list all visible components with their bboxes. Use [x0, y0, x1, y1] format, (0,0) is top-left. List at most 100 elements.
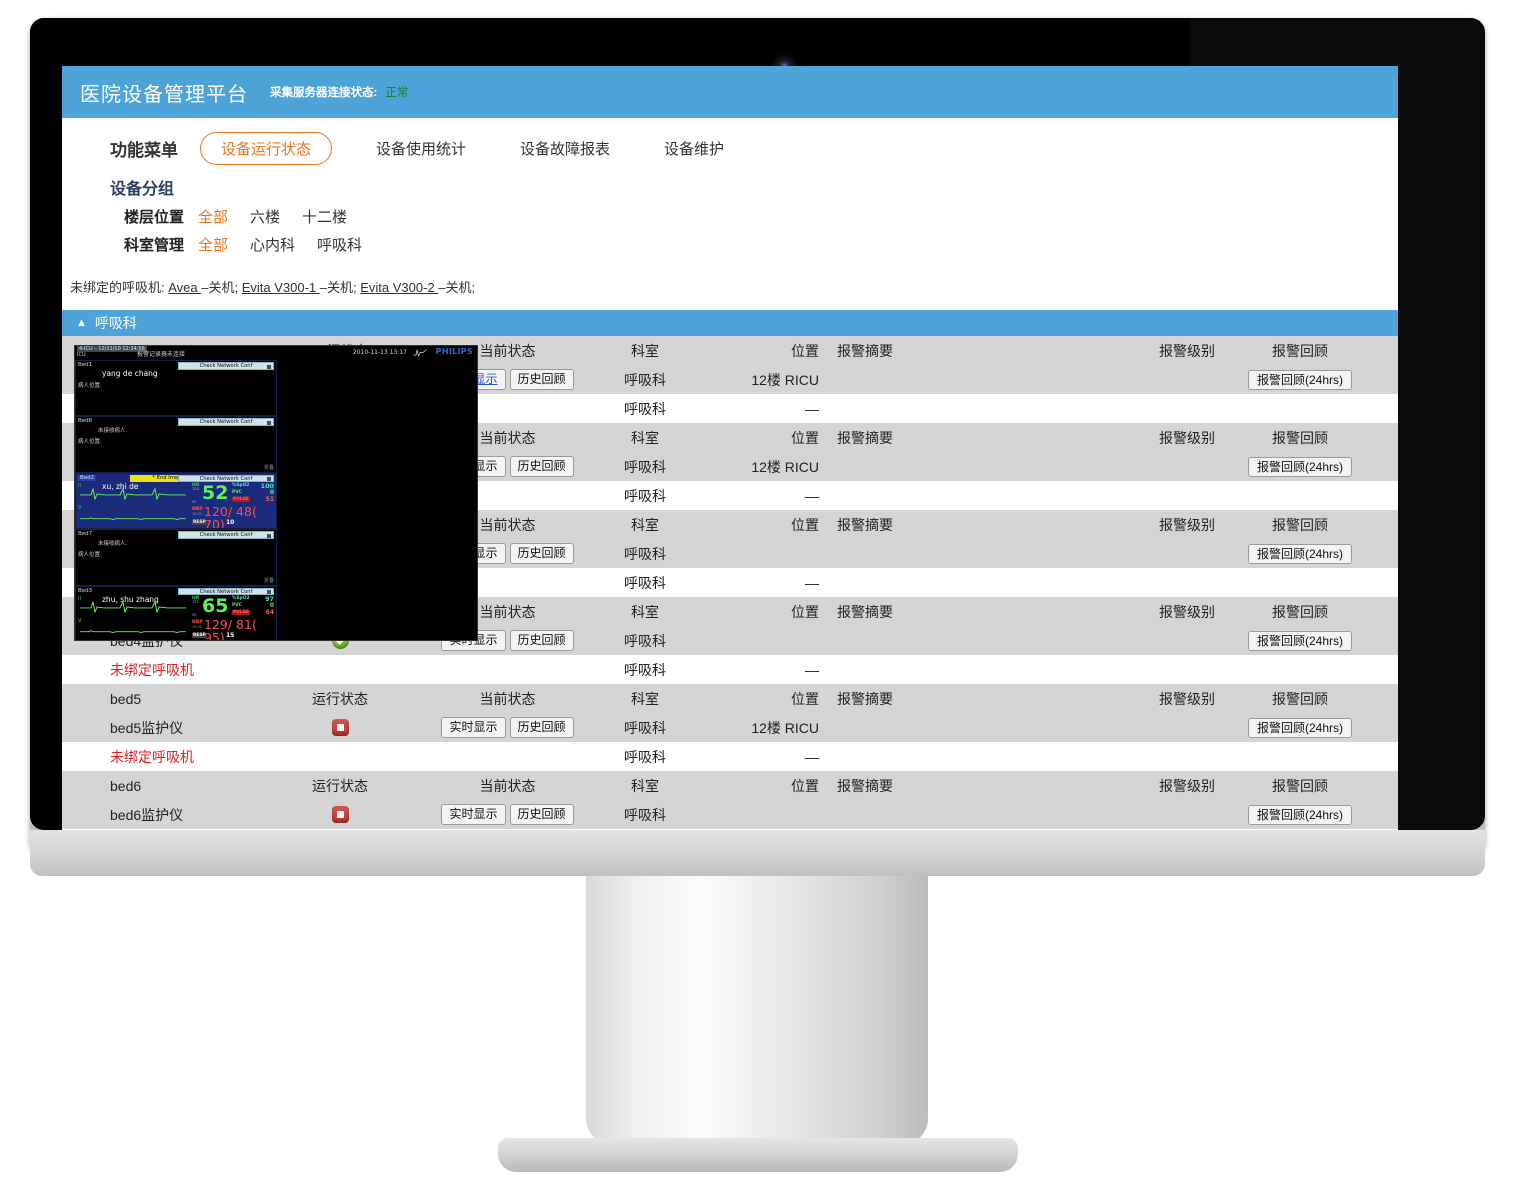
history-review-button[interactable]: 历史回顾	[509, 456, 574, 477]
ecg-waveform	[80, 629, 186, 633]
tab-device-run-state[interactable]: 设备运行状态	[200, 132, 333, 165]
nbp-timestamp: 13:00	[192, 624, 202, 629]
tab-device-maintenance[interactable]: 设备维护	[664, 141, 725, 158]
department-section-header[interactable]: ▲ 呼吸科	[62, 310, 1398, 336]
history-review-button[interactable]: 历史回顾	[509, 717, 574, 738]
nbp-value: 129/ 81( 95)	[204, 616, 257, 641]
device-current-state: 实时显示历史回顾	[425, 717, 590, 738]
alarm-review-24h-button[interactable]: 报警回顾(24hrs)	[1247, 805, 1352, 825]
realtime-display-button[interactable]: 实时显示	[441, 804, 506, 825]
spo2-value: 100	[260, 481, 274, 490]
unbound-state-avea: –关机;	[201, 280, 239, 295]
bed-tile[interactable]: Bed1 Check Network Conf yang de chang 病人位置:	[75, 360, 277, 417]
header-department: 科室	[631, 516, 659, 533]
unbound-device-evita-v300-1[interactable]: Evita V300-1	[241, 280, 320, 295]
spo2-label: %SpO2	[232, 595, 250, 601]
realtime-display-button[interactable]: 实时显示	[441, 717, 506, 738]
philips-monitor-topbar: 4-ICU – 12/11/10 12:34:56 ICU 报警记录器未连接 2…	[75, 346, 477, 360]
table-row: bed6监护仪 实时显示 历史回顾 呼吸科 报警回顾(24hrs)	[62, 800, 1398, 829]
bed-network-conf[interactable]: Check Network Conf	[178, 587, 274, 596]
bed-tile[interactable]: Bed7 Check Network Conf 未接收病人. 病人位置: 折叠	[75, 529, 277, 586]
header-alarm-level: 报警级别	[1159, 603, 1215, 620]
filter-department-label: 科室管理	[124, 237, 185, 254]
hr-low-limit: 50	[192, 499, 197, 504]
device-current-state: 实时显示历史回顾	[425, 804, 590, 825]
history-review-button[interactable]: 历史回顾	[509, 543, 574, 564]
dropdown-dot-icon	[267, 477, 271, 482]
device-run-state	[255, 806, 425, 823]
status-stopped-icon	[331, 719, 349, 736]
alarm-review-24h-button[interactable]: 报警回顾(24hrs)	[1247, 544, 1352, 564]
header-location: 位置	[791, 429, 819, 446]
bed-network-conf[interactable]: Check Network Conf	[178, 531, 274, 539]
nbp-label: NBP	[192, 619, 203, 625]
alarm-review-24h-button[interactable]: 报警回顾(24hrs)	[1247, 457, 1352, 477]
bed-network-conf[interactable]: Check Network Conf	[178, 418, 274, 426]
philips-logo: PHILIPS	[435, 347, 473, 356]
alarm-review-24h-button[interactable]: 报警回顾(24hrs)	[1247, 370, 1352, 390]
header-department: 科室	[631, 603, 659, 620]
bed-tile[interactable]: Bed2 * End Irregular HR Check Network Conf…	[75, 472, 277, 530]
header-alarm-level: 报警级别	[1159, 690, 1215, 707]
filter-department-option-cardiology[interactable]: 心内科	[250, 237, 296, 254]
header-alarm-review: 报警回顾	[1272, 603, 1328, 620]
tab-device-fault-report[interactable]: 设备故障报表	[520, 141, 611, 158]
unbound-device-avea[interactable]: Avea	[168, 280, 202, 295]
pulse-label: PULSE	[232, 496, 250, 502]
unbound-state-evita-v300-1: –关机;	[319, 280, 357, 295]
nbp-timestamp: 13:00	[192, 511, 202, 516]
tab-device-usage-stats[interactable]: 设备使用统计	[376, 141, 467, 158]
device-department: 呼吸科	[624, 806, 666, 823]
nbp-label: NBP	[192, 506, 203, 512]
ecg-waveform	[80, 517, 186, 520]
header-alarm-summary: 报警摘要	[837, 429, 893, 446]
pulse-label: PULSE	[232, 609, 250, 615]
filter-department-option-all[interactable]: 全部	[198, 237, 229, 254]
bed-network-conf[interactable]: Check Network Conf	[178, 474, 274, 483]
device-alarm-review: 报警回顾(24hrs)	[1215, 457, 1385, 477]
bed-patient-location-label: 病人位置:	[78, 383, 102, 389]
bed-label: Bed6	[78, 418, 93, 425]
function-menu: 功能菜单 设备运行状态 设备使用统计 设备故障报表 设备维护	[62, 118, 1398, 165]
bed-label: Bed3	[78, 587, 93, 594]
header-run-state: 运行状态	[312, 690, 368, 707]
history-review-button[interactable]: 历史回顾	[509, 369, 574, 390]
alarm-review-24h-button[interactable]: 报警回顾(24hrs)	[1247, 631, 1352, 651]
filter-department-option-respiratory[interactable]: 呼吸科	[317, 237, 363, 254]
device-run-state	[255, 719, 425, 736]
table-header-row: bed5 运行状态 当前状态 科室 位置 报警摘要 报警级别 报警回顾	[62, 684, 1398, 713]
philips-monitor-overlay[interactable]: 4-ICU – 12/11/10 12:34:56 ICU 报警记录器未连接 2…	[74, 345, 478, 641]
unbound-location: —	[805, 574, 819, 591]
resp-value: 10	[226, 518, 235, 526]
bed-network-conf[interactable]: Check Network Conf	[178, 362, 274, 370]
device-location: 12楼 RICU	[751, 719, 819, 736]
alarm-review-24h-button[interactable]: 报警回顾(24hrs)	[1247, 718, 1352, 738]
dropdown-dot-icon	[267, 533, 271, 538]
filter-floor-option-6f[interactable]: 六楼	[250, 209, 281, 226]
device-department: 呼吸科	[624, 632, 666, 649]
filter-department: 科室管理 全部 心内科 呼吸科	[62, 227, 1398, 255]
function-menu-title: 功能菜单	[110, 141, 178, 160]
monitor-stand-base	[498, 1138, 1018, 1172]
header-current-state: 当前状态	[479, 777, 536, 794]
filter-floor-option-12f[interactable]: 十二楼	[302, 209, 348, 226]
app-header: 医院设备管理平台 采集服务器连接状态: 正常	[62, 66, 1398, 118]
unbound-department: 呼吸科	[624, 487, 666, 504]
history-review-button[interactable]: 历史回顾	[509, 804, 574, 825]
header-alarm-level: 报警级别	[1159, 516, 1215, 533]
filter-floor-option-all[interactable]: 全部	[198, 209, 229, 226]
header-department: 科室	[631, 690, 659, 707]
dropdown-dot-icon	[267, 420, 271, 425]
history-review-button[interactable]: 历史回顾	[509, 630, 574, 651]
pvc-label: PVC	[232, 602, 242, 608]
header-alarm-summary: 报警摘要	[837, 777, 893, 794]
unbound-device-evita-v300-2[interactable]: Evita V300-2	[360, 280, 439, 295]
connection-status-value: 正常	[385, 87, 409, 99]
hr-value: 65	[202, 594, 229, 617]
hr-high-limit: 120	[192, 599, 199, 604]
device-department: 呼吸科	[624, 719, 666, 736]
bed-label: Bed1	[78, 362, 93, 368]
pulse-value: 64	[265, 608, 274, 616]
bed-tile[interactable]: Bed6 Check Network Conf 未接收病人. 病人位置: 折叠	[75, 416, 277, 473]
